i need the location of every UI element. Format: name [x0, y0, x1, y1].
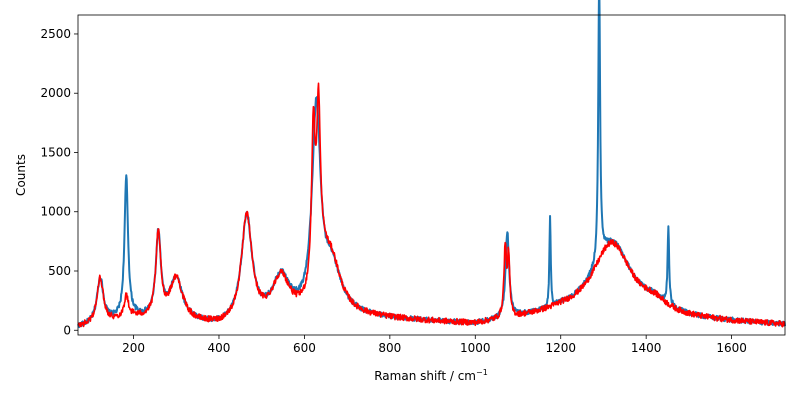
plot-frame: [77, 14, 786, 336]
x-tick-label: 1000: [460, 341, 491, 355]
y-tick-label: 1000: [40, 205, 71, 219]
x-tick-label: 1200: [545, 341, 576, 355]
x-ticks: 200 400 600 800 1000 1200 1400 1600: [122, 335, 747, 355]
y-ticks: 0 500 1000 1500 2000 2500: [40, 27, 78, 337]
x-axis-label: Raman shift / cm−1: [374, 368, 488, 383]
x-tick-label: 200: [122, 341, 145, 355]
y-axis-label: Counts: [14, 154, 28, 196]
y-tick-label: 2500: [40, 27, 71, 41]
x-tick-label: 400: [208, 341, 231, 355]
y-tick-label: 0: [63, 323, 71, 337]
y-tick-label: 2000: [40, 86, 71, 100]
y-tick-label: 1500: [40, 145, 71, 159]
x-tick-label: 1600: [716, 341, 747, 355]
y-tick-label: 500: [48, 264, 71, 278]
x-tick-label: 1400: [631, 341, 662, 355]
series-line: [77, 82, 786, 328]
x-tick-label: 800: [378, 341, 401, 355]
x-tick-label: 600: [293, 341, 316, 355]
series-line: [77, 0, 786, 329]
series-layer: [77, 0, 786, 329]
